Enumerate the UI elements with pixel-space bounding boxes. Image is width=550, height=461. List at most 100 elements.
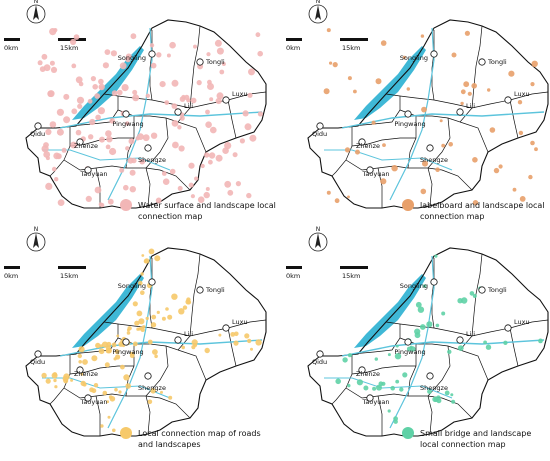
landscape-point	[457, 345, 464, 351]
landscape-point	[95, 114, 101, 121]
town-boundary	[145, 395, 151, 435]
landscape-point	[179, 115, 185, 121]
landscape-point	[100, 424, 104, 428]
town-boundary	[509, 327, 519, 367]
landscape-point	[160, 390, 163, 394]
landscape-point	[326, 28, 331, 33]
map-panel-1: N 0km 15km Tongli Songling Luxu Lili Pingwang Qi…	[4, 0, 276, 221]
town-label: Zhenze	[356, 142, 380, 150]
town-label: Tongli	[205, 58, 225, 66]
landscape-point	[105, 144, 111, 150]
town-marker	[34, 122, 42, 130]
landscape-point	[188, 162, 195, 169]
landscape-point	[129, 186, 136, 193]
landscape-point	[140, 272, 144, 276]
landscape-point	[166, 53, 171, 58]
landscape-point	[242, 110, 249, 117]
town-marker	[122, 338, 130, 346]
town-boundary	[399, 107, 473, 123]
town-boundary	[103, 91, 267, 109]
landscape-point	[136, 310, 143, 317]
landscape-point	[422, 160, 428, 167]
town-marker	[222, 324, 230, 332]
landscape-point	[140, 327, 145, 332]
landscape-point	[98, 78, 104, 85]
landscape-point	[538, 338, 543, 344]
landscape-point	[150, 62, 157, 69]
landscape-point	[112, 428, 116, 433]
town-boundary	[427, 345, 451, 397]
town-marker	[456, 336, 464, 344]
landscape-point	[393, 416, 398, 422]
town-boundary	[377, 395, 383, 436]
landscape-point	[374, 357, 378, 361]
town-label: Lili	[184, 330, 193, 338]
landscape-point	[141, 254, 145, 257]
town-label: Taoyuan	[362, 170, 390, 178]
town-label: Luxu	[232, 90, 248, 98]
landscape-point	[130, 33, 137, 40]
landscape-point	[123, 374, 130, 381]
town-boundary	[509, 99, 519, 139]
landscape-point	[77, 103, 83, 109]
region-boundary	[25, 247, 267, 437]
landscape-point	[517, 100, 523, 105]
town-boundary	[177, 349, 207, 381]
town-boundary	[407, 116, 417, 169]
town-label: Songling	[118, 282, 146, 290]
town-marker	[404, 338, 412, 346]
landscape-point	[415, 301, 422, 308]
landscape-point	[140, 290, 145, 295]
landscape-point	[503, 340, 508, 345]
landscape-point	[121, 84, 129, 92]
landscape-point	[80, 372, 84, 376]
legend-line-2: connection map	[420, 212, 484, 221]
landscape-point	[417, 306, 425, 313]
landscape-point	[216, 92, 224, 100]
north-arrow-icon: N	[308, 226, 328, 252]
landscape-point	[165, 307, 169, 311]
landscape-point	[76, 96, 85, 104]
landscape-point	[375, 78, 382, 85]
landscape-point	[232, 152, 238, 158]
landscape-point	[63, 116, 71, 124]
town-boundary	[471, 253, 483, 337]
landscape-point	[106, 341, 112, 347]
landscape-point	[461, 297, 468, 304]
town-boundary	[431, 258, 435, 329]
landscape-point	[218, 333, 222, 337]
landscape-point	[41, 145, 49, 153]
landscape-point	[104, 49, 111, 55]
landscape-point	[127, 326, 132, 331]
town-marker	[430, 50, 438, 58]
landscape-point	[77, 353, 83, 359]
landscape-point	[53, 378, 57, 383]
region-boundary	[25, 19, 267, 209]
landscape-point	[138, 318, 145, 325]
landscape-point	[222, 147, 229, 154]
svg-text:N: N	[34, 0, 39, 5]
landscape-point	[49, 28, 57, 36]
landscape-point	[441, 143, 446, 148]
town-boundary	[351, 96, 401, 127]
landscape-point	[421, 106, 427, 113]
town-boundary	[189, 253, 201, 337]
landscape-point	[169, 168, 176, 175]
town-label: Pingwang	[112, 120, 143, 128]
landscape-point	[363, 385, 369, 391]
town-marker	[76, 366, 84, 374]
landscape-point	[208, 152, 216, 159]
landscape-point	[215, 97, 222, 105]
town-marker	[478, 58, 486, 66]
landscape-point	[106, 136, 113, 143]
legend: Water surface and landscape local connect…	[120, 199, 276, 221]
canal-line	[341, 339, 545, 357]
town-marker	[144, 372, 152, 380]
landscape-point	[191, 345, 196, 350]
svg-text:N: N	[316, 226, 321, 233]
scale-bar: 0km 15km	[4, 38, 86, 52]
town-marker	[196, 58, 204, 66]
landscape-point	[105, 130, 112, 137]
town-label: Tongli	[205, 286, 225, 294]
landscape-point	[485, 344, 492, 350]
